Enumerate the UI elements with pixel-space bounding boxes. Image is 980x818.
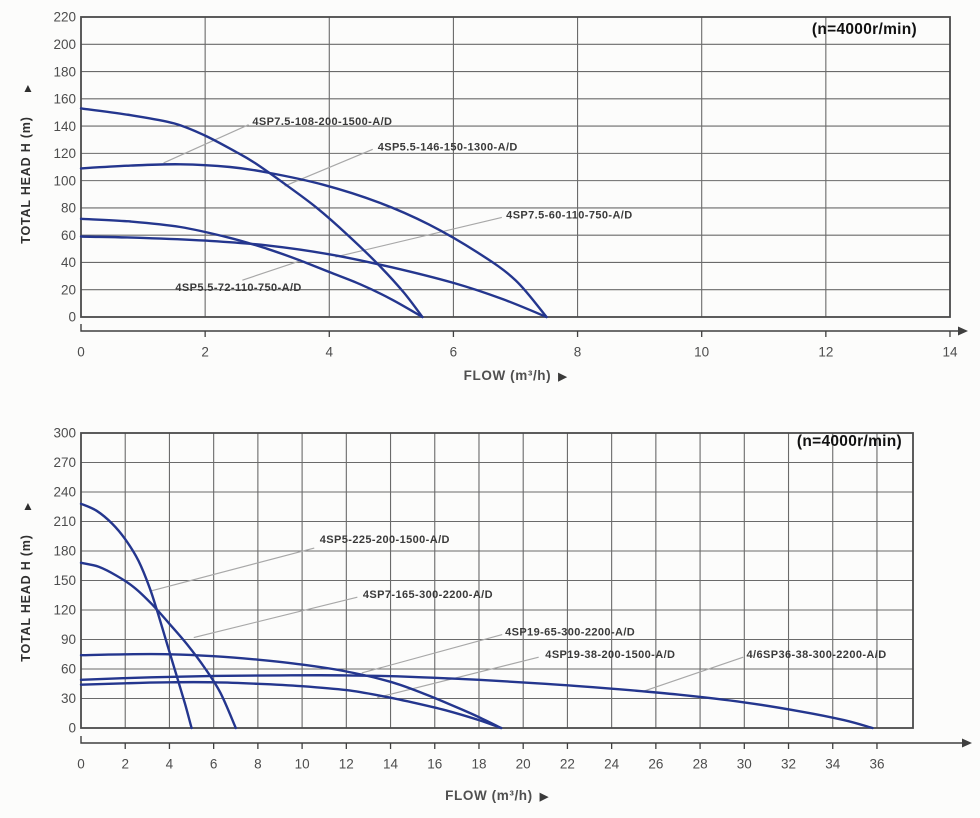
x-tick-label: 16: [427, 757, 442, 772]
callout-line: [361, 634, 503, 674]
y-tick-label: 30: [61, 691, 76, 706]
x-tick-label: 20: [516, 757, 531, 772]
x-tick-label: 10: [295, 757, 310, 772]
pump-curve: [79, 674, 874, 730]
x-axis-line: [80, 736, 964, 744]
y-tick-label: 0: [68, 310, 76, 325]
y-tick-label: 270: [53, 455, 76, 470]
x-tick-label: 6: [450, 345, 458, 360]
pump-curve: [79, 163, 548, 319]
x-tick-label: 36: [869, 757, 884, 772]
y-tick-label: 220: [53, 10, 76, 25]
x-tick-label: 6: [210, 757, 218, 772]
y-tick-label: 240: [53, 485, 76, 500]
x-axis-title-bottom-text: FLOW (m³/h): [445, 788, 533, 803]
x-tick-label: 26: [648, 757, 663, 772]
x-tick-label: 32: [781, 757, 796, 772]
y-axis-arrow-top-icon: ▲: [22, 81, 34, 95]
pump-curve: [79, 502, 193, 730]
pump-curve: [79, 652, 503, 730]
y-tick-label: 90: [61, 632, 76, 647]
y-tick-label: 60: [61, 662, 76, 677]
callout-line: [149, 547, 315, 592]
y-tick-label: 180: [53, 544, 76, 559]
x-tick-label: 8: [254, 757, 262, 772]
curve-label: 4SP5.5-72-110-750-A/D: [175, 282, 301, 294]
y-tick-label: 140: [53, 119, 76, 134]
x-tick-label: 30: [737, 757, 752, 772]
speed-label-bottom: (n=4000r/min): [796, 433, 902, 450]
x-tick-label: 14: [942, 345, 958, 360]
y-tick-label: 60: [61, 228, 76, 243]
curve-label: 4SP19-65-300-2200-A/D: [505, 626, 635, 638]
y-tick-label: 20: [61, 282, 76, 297]
pump-curve: [79, 235, 548, 319]
plot-frame: [80, 16, 951, 318]
curve-label: 4SP5.5-146-150-1300-A/D: [378, 141, 518, 153]
speed-label-top: (n=4000r/min): [811, 21, 917, 38]
callout-line: [242, 260, 300, 281]
y-tick-label: 150: [53, 573, 76, 588]
callout-line: [377, 656, 539, 699]
x-tick-label: 2: [201, 345, 209, 360]
callout-line: [193, 596, 358, 639]
x-axis-arrow-icon: [958, 326, 968, 336]
x-tick-label: 12: [818, 345, 833, 360]
x-tick-label: 4: [326, 345, 334, 360]
y-axis-title-top: TOTAL HEAD H (m): [19, 116, 33, 244]
curve-label: 4SP5-225-200-1500-A/D: [320, 534, 450, 546]
x-axis-title-arrow-top-icon: ▶: [558, 371, 568, 383]
y-tick-label: 80: [61, 201, 76, 216]
x-tick-label: 0: [77, 757, 85, 772]
y-tick-label: 210: [53, 514, 76, 529]
x-tick-label: 0: [77, 345, 85, 360]
x-tick-label: 12: [339, 757, 354, 772]
pump-curve: [79, 217, 424, 319]
x-tick-label: 24: [604, 757, 620, 772]
callout-line: [642, 656, 744, 693]
curve-label: 4SP7.5-108-200-1500-A/D: [252, 116, 392, 128]
x-tick-label: 22: [560, 757, 575, 772]
plot-frame: [80, 432, 914, 729]
y-tick-label: 120: [53, 603, 76, 618]
x-tick-label: 28: [693, 757, 708, 772]
y-tick-label: 200: [53, 37, 76, 52]
curve-label: 4SP7.5-60-110-750-A/D: [506, 210, 632, 222]
pump-curve: [79, 680, 503, 730]
x-axis-title-arrow-bottom-icon: ▶: [539, 791, 549, 803]
curve-label: 4SP19-38-200-1500-A/D: [545, 649, 675, 661]
x-axis-line: [80, 324, 960, 332]
y-axis-arrow-bottom-icon: ▲: [22, 499, 34, 513]
y-tick-label: 160: [53, 92, 76, 107]
x-axis-arrow-icon: [962, 738, 972, 748]
x-axis-title-top: FLOW (m³/h) ▶: [81, 368, 950, 383]
x-axis-title-bottom: FLOW (m³/h) ▶: [81, 788, 913, 803]
callout-line: [163, 124, 249, 164]
y-tick-label: 0: [68, 721, 76, 736]
y-tick-label: 100: [53, 173, 76, 188]
x-tick-label: 10: [694, 345, 709, 360]
y-tick-label: 40: [61, 255, 76, 270]
x-tick-label: 18: [471, 757, 486, 772]
pump-curve: [79, 561, 237, 730]
y-tick-label: 300: [53, 426, 76, 441]
curve-label: 4SP7-165-300-2200-A/D: [363, 589, 493, 601]
y-tick-label: 180: [53, 64, 76, 79]
x-tick-label: 14: [383, 757, 399, 772]
curve-label: 4/6SP36-38-300-2200-A/D: [747, 649, 887, 661]
x-tick-label: 4: [166, 757, 174, 772]
x-axis-title-top-text: FLOW (m³/h): [463, 368, 552, 383]
x-tick-label: 2: [121, 757, 129, 772]
y-tick-label: 120: [53, 146, 76, 161]
y-axis-title-bottom: TOTAL HEAD H (m): [19, 534, 33, 662]
x-tick-label: 8: [574, 345, 582, 360]
x-tick-label: 34: [825, 757, 841, 772]
